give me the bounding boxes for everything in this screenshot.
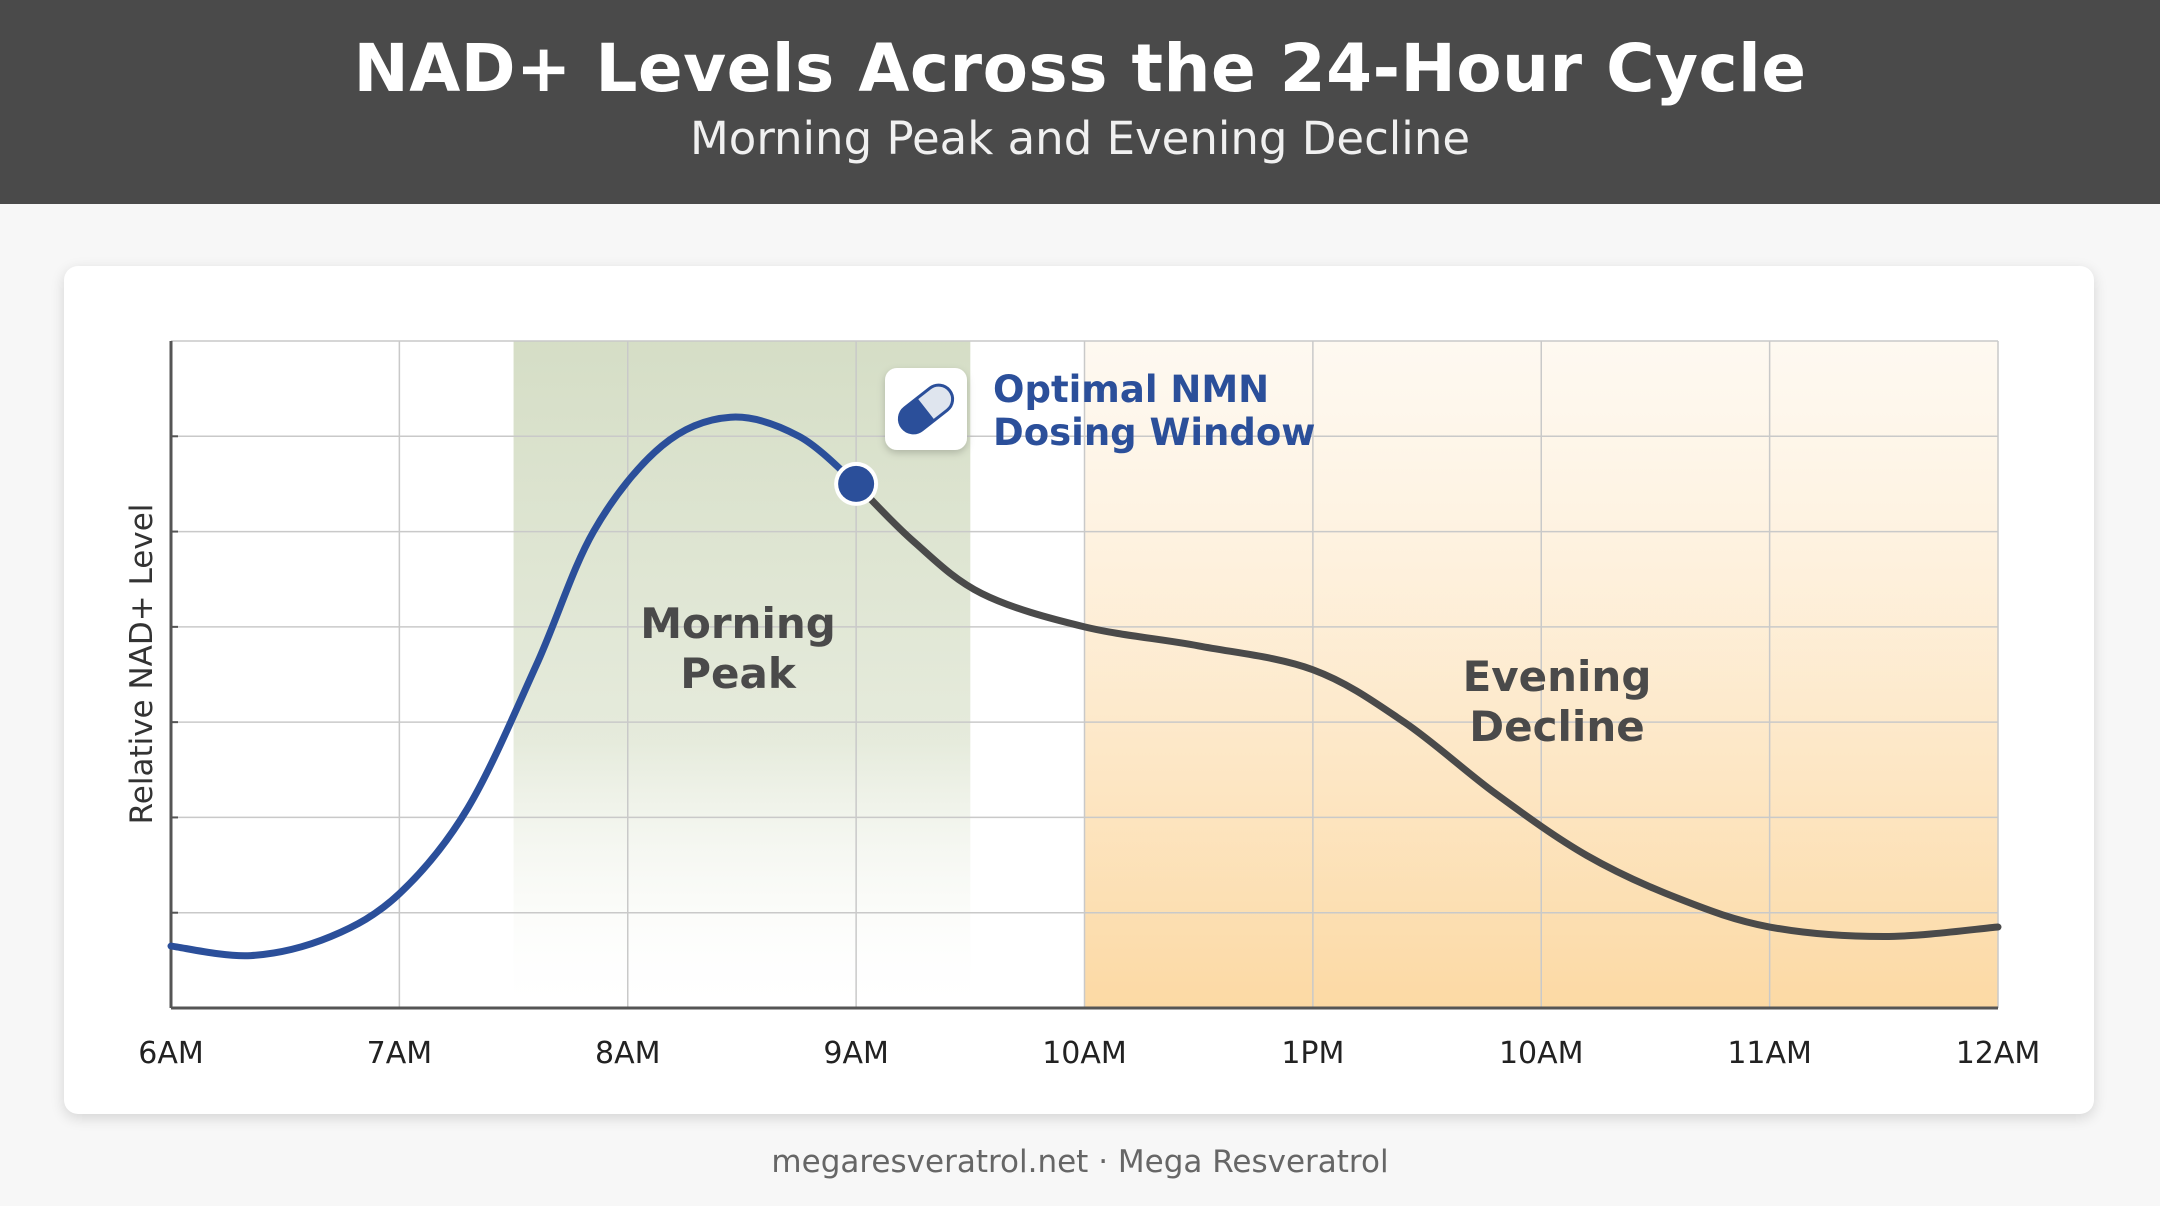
x-tick-label: 6AM bbox=[138, 1036, 204, 1071]
pill-capsule-icon bbox=[885, 368, 967, 450]
x-tick-label: 10AM bbox=[1499, 1036, 1584, 1071]
nad-line-rising bbox=[167, 413, 860, 960]
x-tick-label: 12AM bbox=[1956, 1036, 2041, 1071]
pill-capsule-half bbox=[899, 397, 935, 433]
y-axis-label: Relative NAD+ Level bbox=[124, 504, 160, 825]
axes-layer bbox=[169, 341, 1998, 1010]
chart-title: NAD+ Levels Across the 24-Hour Cycle bbox=[353, 30, 1807, 107]
x-tick-label: 9AM bbox=[823, 1036, 889, 1071]
chart-subtitle: Morning Peak and Evening Decline bbox=[689, 112, 1471, 165]
dosing-window-annotation-text: Optimal NMN bbox=[993, 368, 1269, 411]
x-tick-label: 10AM bbox=[1042, 1036, 1127, 1071]
pill-capsule bbox=[897, 383, 955, 435]
chart-card: 6AM 7AM 8AM 9AM 10AM 1PM 10AM 11AM 12AM Morning Pe… bbox=[64, 266, 2094, 1114]
x-tick-label: 7AM bbox=[367, 1036, 433, 1071]
dose-point-marker bbox=[838, 465, 875, 502]
labels-layer: 6AM 7AM 8AM 9AM 10AM 1PM 10AM 11AM 12AM MorningPe… bbox=[138, 599, 2040, 1071]
dosing-window-annotation-text: Dosing Window bbox=[993, 411, 1315, 454]
line-layer bbox=[167, 413, 2002, 960]
nad-line-declining bbox=[852, 480, 2002, 941]
x-tick-label: 8AM bbox=[595, 1036, 661, 1071]
nad-line-chart: 6AM 7AM 8AM 9AM 10AM 1PM 10AM 11AM 12AM MorningPe… bbox=[124, 340, 2040, 1071]
region-label-evening-decline: Evening bbox=[1463, 652, 1652, 701]
region-label-morning-peak: Morning bbox=[640, 599, 836, 648]
grid-layer bbox=[170, 340, 1999, 1008]
footer-credit: megaresveratrol.net · Mega Resveratrol bbox=[771, 1144, 1389, 1180]
morning-peak-region bbox=[513, 341, 971, 1008]
chart-header: NAD+ Levels Across the 24-Hour Cycle Mor… bbox=[0, 0, 2160, 204]
x-tick-label: 11AM bbox=[1727, 1036, 1812, 1071]
region-label-morning-peak: Peak bbox=[680, 649, 797, 698]
region-label-evening-decline: Decline bbox=[1469, 702, 1644, 751]
x-tick-label: 1PM bbox=[1281, 1036, 1344, 1071]
